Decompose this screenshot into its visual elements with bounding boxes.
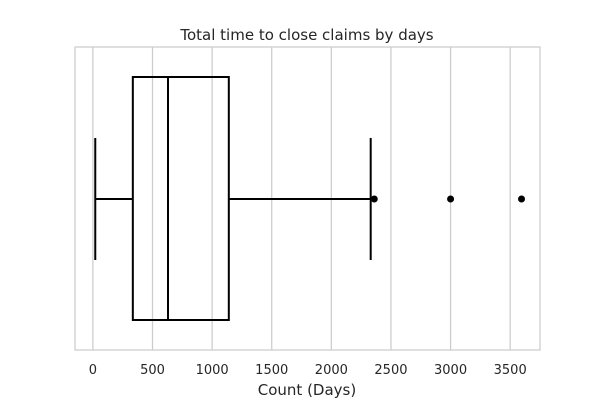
outlier-point-2 [447,195,455,203]
x-tick-label-2500: 2500 [374,363,407,378]
x-tick-label-3500: 3500 [494,363,527,378]
x-tick-label-0: 0 [89,363,97,378]
chart-title: Total time to close claims by days [179,26,433,44]
outliers-group [370,195,526,203]
outlier-point-3 [518,195,526,203]
x-axis-label: Count (Days) [258,381,356,399]
x-tick-label-1500: 1500 [255,363,288,378]
x-tick-label-500: 500 [140,363,165,378]
box-group [94,76,372,321]
iqr-box [131,76,230,321]
x-tick-label-1000: 1000 [196,363,229,378]
x-tick-label-3000: 3000 [434,363,467,378]
x-tick-label-2000: 2000 [315,363,348,378]
outlier-point-1 [370,195,378,203]
x-tick-labels: 0 500 1000 1500 2000 2500 3000 3500 [89,363,527,378]
